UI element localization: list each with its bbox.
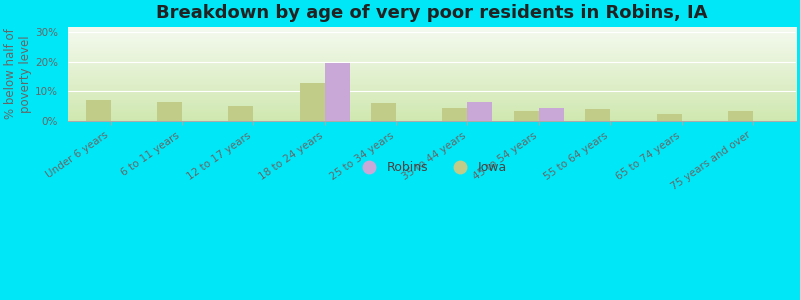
Y-axis label: % below half of
poverty level: % below half of poverty level <box>4 28 32 119</box>
Bar <box>586 109 610 121</box>
Title: Breakdown by age of very poor residents in Robins, IA: Breakdown by age of very poor residents … <box>156 4 707 22</box>
Legend: Robins, Iowa: Robins, Iowa <box>352 156 511 179</box>
Bar <box>228 106 254 121</box>
Bar <box>514 111 539 121</box>
Bar <box>371 103 396 121</box>
Bar <box>300 82 325 121</box>
Bar <box>728 111 753 121</box>
Bar <box>539 108 564 121</box>
Bar <box>467 102 493 121</box>
Bar <box>325 63 350 121</box>
Bar <box>442 108 467 121</box>
Bar <box>86 100 110 121</box>
Bar <box>657 114 682 121</box>
Bar <box>157 102 182 121</box>
